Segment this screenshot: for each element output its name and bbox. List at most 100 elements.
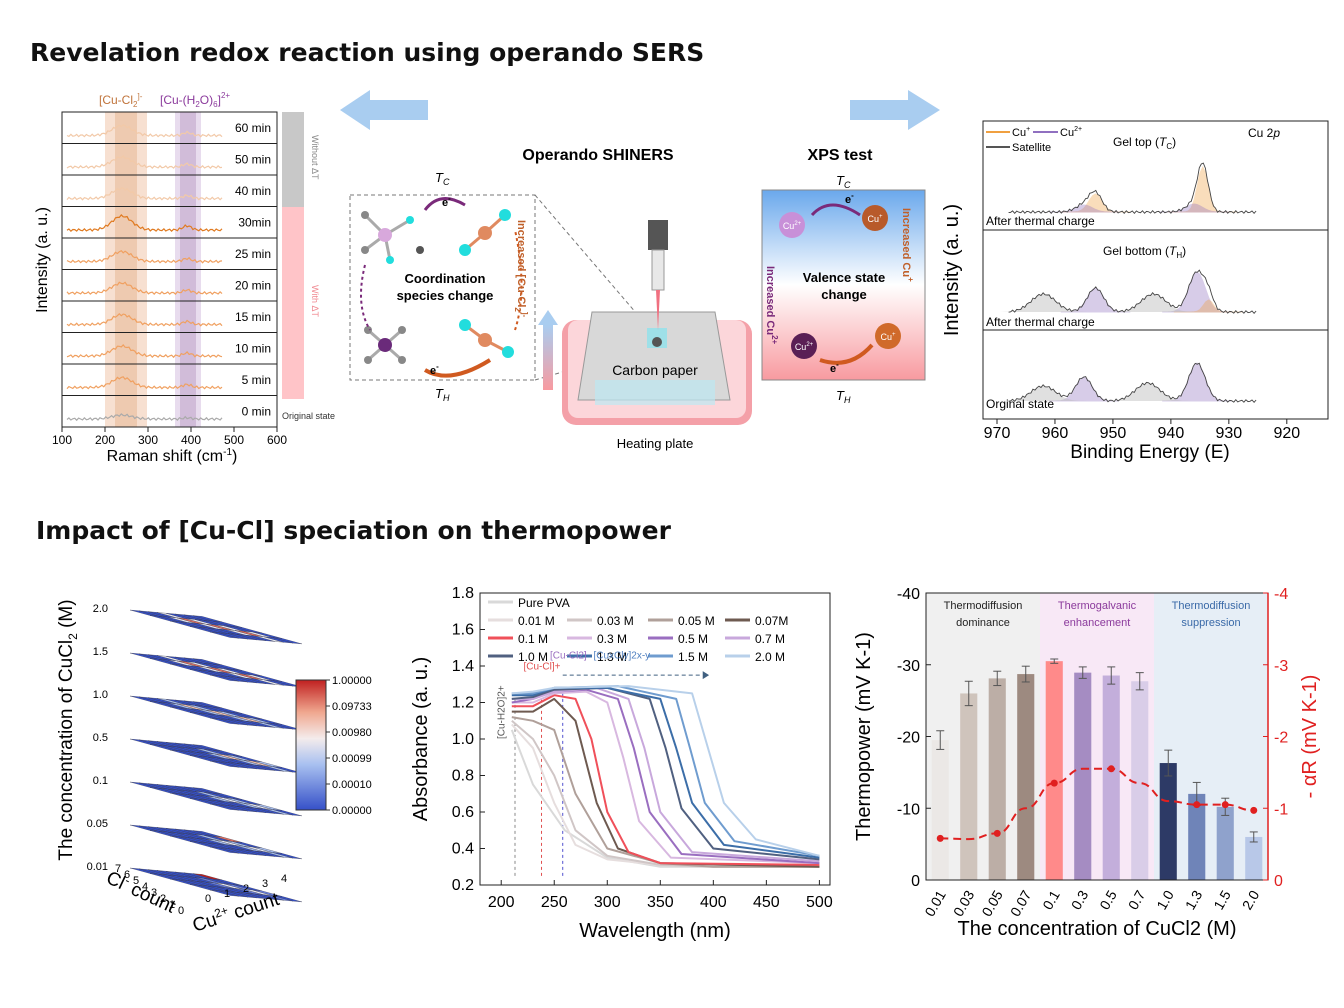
tp-bar xyxy=(1188,793,1206,880)
tp-xtick-label: 0.5 xyxy=(1096,887,1120,912)
raman-row-label: 25 min xyxy=(235,247,271,261)
tp-bar xyxy=(960,693,978,880)
raman-xtick-label: 500 xyxy=(224,433,244,447)
tp-bar xyxy=(931,740,949,880)
tp-region-label: enhancement xyxy=(1064,617,1131,629)
abs-ylabel: Absorbance (a. u.) xyxy=(410,657,432,822)
abs-series-line xyxy=(511,686,820,859)
xps-tc-label: TC xyxy=(836,173,851,190)
colorbar-ticks: 1.00000 0.09733 0.00980 0.00099 0.00010 0.000… xyxy=(326,675,372,817)
heatmap-layer-label: 0.05 xyxy=(87,818,108,830)
top-section-title: Revelation redox reaction using operando… xyxy=(30,38,705,67)
abs-series-line xyxy=(511,690,820,865)
abs-xlabel: Wavelength (nm) xyxy=(579,920,731,942)
raman-spectrum xyxy=(66,155,223,170)
abs-annotation: [Cu-Cl2] xyxy=(550,651,587,662)
zoom-line-top xyxy=(534,194,656,336)
abs-series-line xyxy=(511,716,820,868)
xps-th-label: TH xyxy=(836,388,851,405)
xps-xtick-label: 970 xyxy=(984,425,1011,442)
tp-xtick-label: 2.0 xyxy=(1239,887,1263,912)
abs-series-line xyxy=(511,685,820,857)
raman-spectrum xyxy=(66,281,223,296)
tp-xtick-label: 1.5 xyxy=(1210,887,1234,912)
cu-tick: 4 xyxy=(281,873,287,885)
heatmap-zlabel: The concentration of CuCl2 (M) xyxy=(56,599,80,860)
cu2-bottom-icon xyxy=(791,333,817,359)
tp-alpha-point xyxy=(993,829,1001,837)
raman-row-label: 10 min xyxy=(235,341,271,355)
without-dt-bar xyxy=(282,112,304,207)
raman-row-label: 20 min xyxy=(235,278,271,292)
band1-label: [Cu-Cl2]- xyxy=(99,92,143,109)
abs-xtick-label: 300 xyxy=(594,894,621,911)
tp-ytick-label: -30 xyxy=(897,658,920,675)
xps-satellite xyxy=(997,294,1090,312)
cu-tick: 3 xyxy=(262,878,268,890)
xps-ylabel: Intensity (a. u.) xyxy=(941,204,963,336)
colorbar-label: 0.00099 xyxy=(332,753,372,765)
heatmap-layer-label: 1.5 xyxy=(93,646,108,658)
panel2-caption: After thermal charge xyxy=(986,315,1095,329)
heatmap-layer: 1.5 xyxy=(93,646,303,688)
abs-legend-label: 0.01 M xyxy=(518,614,555,628)
cl-tick: 2 xyxy=(160,893,166,905)
raman-row-frame xyxy=(61,395,278,428)
abs-legend-label: Pure PVA xyxy=(518,596,570,610)
coord-line2: species change xyxy=(397,288,494,303)
tp-xtick-label: 0.1 xyxy=(1039,887,1063,912)
xps-spectrum xyxy=(1008,362,1257,403)
xps-panel: Cu+ Cu2+ Satellite Cu 2p Gel top (TC) Af… xyxy=(941,120,1329,463)
xps-xtick-label: 950 xyxy=(1100,425,1127,442)
legend-cu2: Cu2+ xyxy=(1060,126,1082,139)
cu-tick: 0 xyxy=(205,893,211,905)
heatmap-panel: The concentration of CuCl2 (M) 2.0 1.5 1.0… xyxy=(56,599,372,936)
thermopower-plot: Thermodiffusion dominance Thermogalvanic en… xyxy=(853,586,1321,940)
tp-bar xyxy=(1074,672,1092,880)
abs-legend-label: 0.1 M xyxy=(518,632,548,646)
xps-e-arrow-bottom-icon xyxy=(819,343,874,365)
raman-xtick-label: 600 xyxy=(267,433,287,447)
raman-xlabel: Raman shift (cm-1) xyxy=(107,447,238,465)
abs-xtick-label: 200 xyxy=(488,894,515,911)
abs-ytick-label: 0.2 xyxy=(452,877,474,894)
tp-xtick-label: 0.01 xyxy=(921,887,949,919)
without-dt-label: Without ΔT xyxy=(310,135,320,180)
abs-xtick-label: 250 xyxy=(541,894,568,911)
absorbance-plot: 200 250 300 350 400 450 500 0.2 0.4 0.6 0.8 1.0 1.2 1… xyxy=(410,585,833,942)
cl-tick: 1 xyxy=(169,899,175,911)
raman-row-label: 30min xyxy=(238,215,271,229)
tp-ytick-label: -40 xyxy=(897,586,920,603)
raman-row-label: 0 min xyxy=(242,404,271,418)
tp-region-label: Thermodiffusion xyxy=(1172,600,1251,612)
abs-ytick-label: 0.6 xyxy=(452,804,474,821)
xps-xtick-label: 960 xyxy=(1042,425,1069,442)
up-gradient-arrow-icon xyxy=(543,325,553,390)
cu2p-label: Cu 2p xyxy=(1248,126,1280,140)
tp-y2tick-label: -1 xyxy=(1274,801,1288,818)
abs-series-line xyxy=(511,694,820,866)
valence-line1: Valence state xyxy=(803,270,885,285)
heatmap-layer: 1.0 xyxy=(93,689,303,731)
heatmap-cell xyxy=(272,809,303,817)
raman-xtick-label: 200 xyxy=(95,433,115,447)
abs-arrow-head-icon xyxy=(702,671,710,680)
xps-component xyxy=(1049,204,1119,213)
raman-xtick-label: 400 xyxy=(181,433,201,447)
svg-text:Cu2+: Cu2+ xyxy=(795,342,814,352)
raman-spectrum xyxy=(66,124,223,138)
raman-spectrum xyxy=(66,249,223,264)
tp-alpha-point xyxy=(1050,779,1058,787)
raman-row-label: 5 min xyxy=(242,373,271,387)
cl-tick: 7 xyxy=(115,863,121,875)
panel2-title: Gel bottom (TH) xyxy=(1103,244,1186,260)
xps-component xyxy=(1060,287,1131,313)
xps-satellite xyxy=(1101,383,1195,401)
tp-y2tick-label: 0 xyxy=(1274,873,1283,890)
xps-xtick-label: 930 xyxy=(1215,425,1242,442)
abs-xtick-label: 500 xyxy=(806,894,833,911)
xps-curves xyxy=(997,162,1257,403)
hydrated-complex-icon xyxy=(361,211,424,264)
thermopower-chart: Thermodiffusion dominance Thermogalvanic en… xyxy=(853,586,1321,940)
heatmap-layer: 0.01 xyxy=(87,861,303,903)
